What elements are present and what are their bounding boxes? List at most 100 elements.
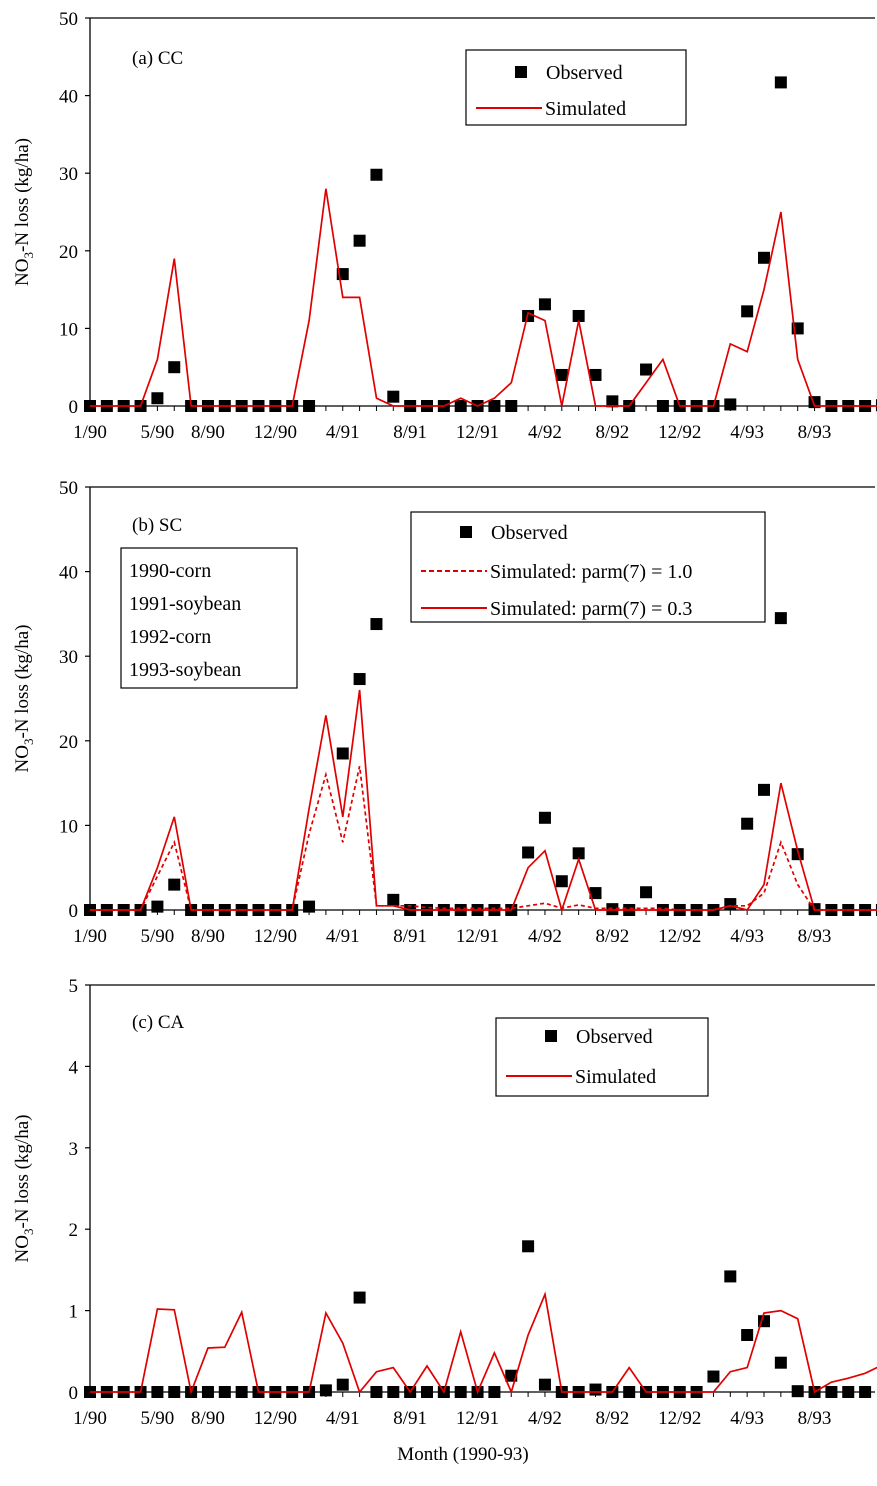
legend-box — [495, 1017, 709, 1097]
observed-marker — [791, 1385, 804, 1398]
simulated-line — [90, 188, 877, 407]
y-tick-label: 5 — [69, 976, 79, 997]
observed-marker — [724, 398, 737, 411]
y-tick-label: 10 — [59, 816, 78, 837]
x-tick-label: 5/90 — [141, 926, 175, 947]
observed-marker — [168, 1386, 181, 1398]
x-tick-label: 4/93 — [730, 422, 764, 443]
x-tick-label: 12/92 — [658, 1408, 701, 1429]
observed-marker — [640, 886, 653, 899]
observed-marker — [218, 1386, 231, 1398]
x-tick-label: 8/91 — [393, 422, 427, 443]
chart-panel-2: 0 10 20 30 40 50 1/90 5/90 8/90 12/90 4/91 8/91 12/9… — [12, 478, 877, 947]
y-tick-label: 50 — [59, 478, 78, 499]
y-axis-label: NO3-N loss (kg/ha) — [12, 138, 36, 286]
simulated-line — [90, 1291, 877, 1396]
observed-marker — [151, 900, 164, 913]
x-tick-label: 4/93 — [730, 1408, 764, 1429]
observed-marker — [370, 168, 383, 181]
observed-marker — [774, 1356, 787, 1369]
x-tick-label: 8/93 — [798, 1408, 832, 1429]
observed-marker — [774, 612, 787, 625]
x-tick-label: 12/92 — [658, 422, 701, 443]
crop-rotation-frame — [120, 547, 298, 689]
observed-marker — [336, 747, 349, 760]
observed-marker — [370, 1386, 383, 1398]
observed-marker — [488, 1386, 501, 1398]
y-axis-label: NO3-N loss (kg/ha) — [12, 1115, 36, 1263]
x-tick-label: 8/93 — [798, 926, 832, 947]
legend-label: Observed — [491, 522, 568, 544]
observed-marker — [421, 1386, 433, 1398]
observed-marker — [724, 898, 737, 911]
chart-panel-1: 0 10 20 30 40 50 1/90 5/90 8/90 12/90 4/91 8/91 12/9… — [12, 9, 877, 443]
observed-marker — [353, 234, 366, 247]
observed-marker — [201, 1386, 214, 1398]
x-tick-label: 4/92 — [528, 422, 562, 443]
panel-label: (c) CA — [132, 1012, 185, 1033]
observed-marker — [623, 1386, 636, 1398]
observed-marker — [589, 368, 602, 381]
chart-panel-3: 0 1 2 3 4 5 1/90 5/90 8/90 12/90 4/91 8/91 12/91 4/92… — [12, 976, 877, 1429]
observed-marker — [825, 1386, 838, 1398]
observed-marker — [842, 1386, 855, 1398]
simulated-dashed-line — [90, 766, 877, 911]
y-tick-label: 0 — [69, 1383, 79, 1404]
x-tick-label: 12/90 — [254, 422, 297, 443]
observed-marker — [235, 1386, 248, 1398]
observed-marker — [303, 900, 316, 913]
observed-marker — [303, 400, 316, 412]
x-tick-label: 8/91 — [393, 1408, 427, 1429]
observed-marker — [319, 1384, 332, 1397]
observed-marker — [505, 400, 518, 412]
observed-marker — [741, 817, 754, 830]
panel-label: (b) SC — [132, 515, 182, 536]
observed-marker — [387, 893, 400, 906]
y-tick-label: 0 — [69, 901, 79, 922]
observed-marker — [741, 1329, 754, 1342]
y-tick-label: 2 — [69, 1220, 79, 1241]
observed-marker — [707, 1370, 720, 1383]
y-tick-label: 50 — [59, 9, 78, 30]
crop-rotation-box: 1990-corn 1991-soybean 1992-corn 1993-soybe… — [120, 547, 298, 689]
legend: Observed Simulated — [465, 49, 687, 126]
legend-marker — [460, 526, 472, 538]
y-tick-label: 20 — [59, 732, 78, 753]
observed-marker — [538, 811, 551, 824]
x-tick-label: 1/90 — [73, 1408, 107, 1429]
x-tick-label: 5/90 — [141, 1408, 175, 1429]
x-tick-label: 8/92 — [595, 422, 629, 443]
legend-label: Simulated: parm(7) = 0.3 — [490, 598, 692, 620]
observed-marker — [353, 673, 366, 686]
crop-rotation-item: 1991-soybean — [129, 593, 241, 615]
observed-marker — [151, 392, 164, 405]
y-tick-label: 40 — [59, 563, 78, 584]
observed-marker — [589, 887, 602, 900]
y-tick-label: 0 — [69, 397, 79, 418]
observed-marker — [656, 400, 669, 412]
observed-marker — [387, 390, 400, 403]
x-tick-label: 12/90 — [254, 1408, 297, 1429]
observed-marker — [606, 395, 619, 408]
observed-marker — [640, 363, 653, 376]
legend-label: Observed — [576, 1026, 653, 1048]
observed-marker — [859, 1386, 872, 1398]
observed-marker — [454, 1386, 467, 1398]
legend-label: Observed — [546, 62, 623, 84]
legend: Observed Simulated — [495, 1017, 709, 1097]
observed-marker — [168, 361, 181, 374]
observed-marker — [505, 1369, 518, 1382]
x-tick-label: 8/93 — [798, 422, 832, 443]
crop-rotation-item: 1990-corn — [129, 560, 211, 582]
y-tick-label: 30 — [59, 647, 78, 668]
x-tick-label: 1/90 — [73, 926, 107, 947]
x-tick-label: 12/90 — [254, 926, 297, 947]
x-tick-label: 4/91 — [326, 1408, 360, 1429]
observed-marker — [741, 305, 754, 318]
x-tick-label: 8/90 — [191, 422, 225, 443]
x-tick-label: 4/92 — [528, 1408, 562, 1429]
observed-marker — [522, 846, 535, 859]
y-tick-label: 3 — [69, 1139, 79, 1160]
observed-marker — [488, 400, 501, 412]
